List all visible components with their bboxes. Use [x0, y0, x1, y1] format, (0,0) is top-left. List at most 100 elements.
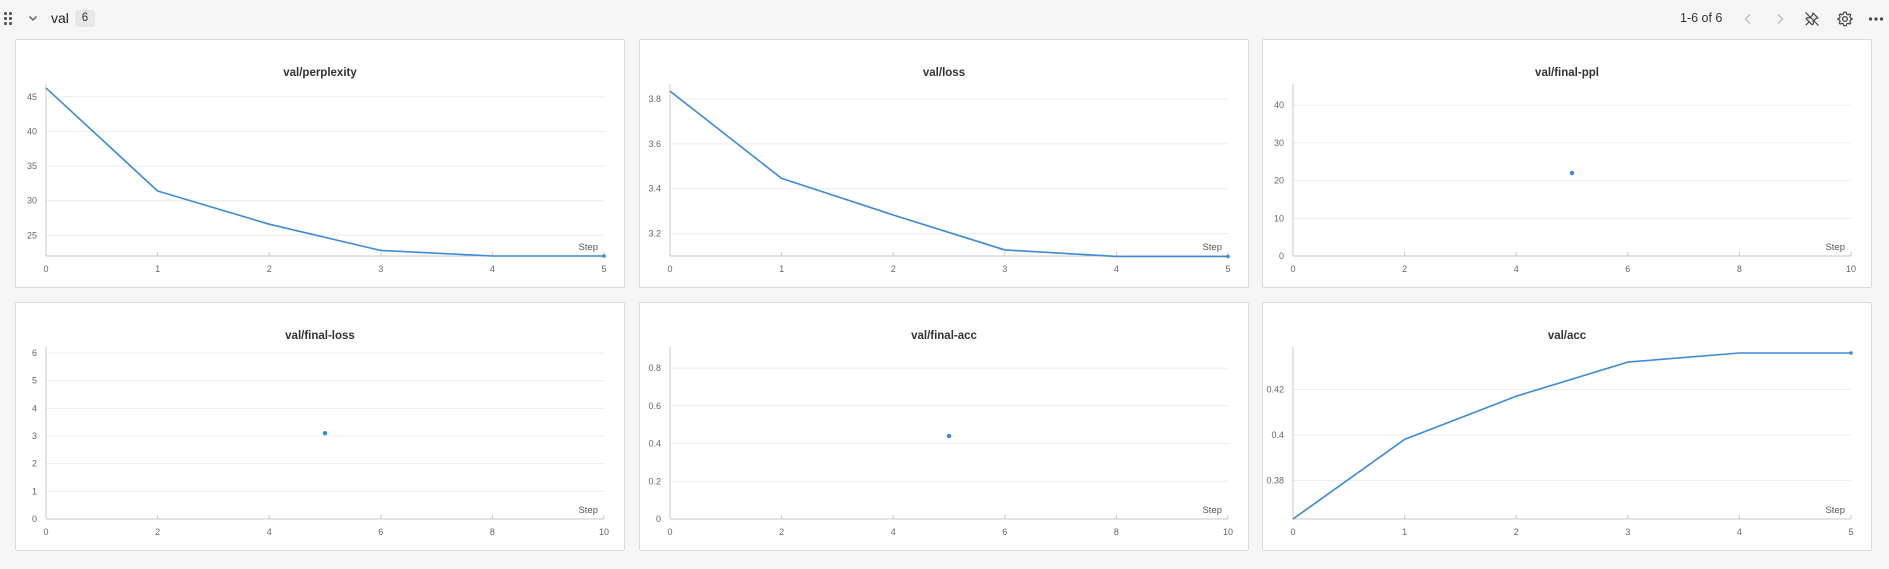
data-point [322, 431, 328, 436]
y-tick-label: 20 [1274, 176, 1284, 186]
y-tick-label: 10 [1274, 213, 1284, 223]
chart-panel[interactable]: val/final-loss 0 1 2 3 4 5 6 0 2 4 6 8 10 Step [15, 302, 625, 551]
y-tick-label: 0.42 [1266, 384, 1284, 394]
chart-title: val/loss [922, 67, 966, 79]
more-horizontal-icon[interactable] [1866, 9, 1886, 29]
y-tick-label: 0.4 [1271, 430, 1284, 440]
x-tick-label: 8 [1114, 527, 1119, 537]
y-tick-label: 45 [27, 92, 37, 102]
chart-panel[interactable]: val/acc 0.38 0.4 0.42 0 1 2 3 4 5 Step [1262, 302, 1872, 551]
y-tick-label: 0.8 [648, 363, 661, 373]
chevron-left-icon[interactable] [1738, 9, 1758, 29]
y-tick-label: 30 [1274, 138, 1284, 148]
y-tick-label: 5 [32, 376, 37, 386]
y-tick-label: 30 [27, 196, 37, 206]
x-tick-label: 6 [1625, 264, 1630, 274]
x-tick-label: 2 [267, 264, 272, 274]
series-line [1292, 352, 1851, 520]
x-axis-label: Step [1202, 505, 1222, 516]
chart-title: val/final-loss [285, 330, 355, 342]
x-tick-label: 3 [1002, 264, 1007, 274]
x-tick-label: 4 [1514, 264, 1519, 274]
y-tick-label: 4 [32, 403, 37, 413]
x-tick-label: 4 [490, 264, 495, 274]
x-tick-label: 5 [1848, 527, 1853, 537]
x-tick-label: 0 [1290, 264, 1295, 274]
y-tick-label: 0 [1279, 251, 1284, 261]
chevron-down-icon[interactable] [25, 10, 41, 26]
y-tick-label: 35 [27, 161, 37, 171]
y-tick-label: 3.2 [648, 229, 661, 239]
y-tick-label: 40 [27, 127, 37, 137]
x-tick-label: 0 [1290, 527, 1295, 537]
x-tick-label: 1 [779, 264, 784, 274]
x-tick-label: 0 [667, 264, 672, 274]
gear-icon[interactable] [1835, 9, 1855, 29]
chart-title: val/final-acc [911, 330, 977, 342]
section-count-badge: 6 [75, 10, 95, 27]
chart-title: val/acc [1547, 330, 1587, 342]
scatter-chart: 0 1 2 3 4 5 6 0 2 4 6 8 10 Step [32, 347, 609, 537]
x-tick-label: 0 [43, 527, 48, 537]
y-tick-label: 3 [32, 431, 37, 441]
y-tick-label: 2 [32, 459, 37, 469]
x-tick-label: 10 [1223, 527, 1233, 537]
x-tick-label: 1 [155, 264, 160, 274]
series-end-point [1226, 254, 1230, 259]
data-point [1569, 170, 1575, 176]
data-point [946, 433, 952, 439]
x-tick-label: 2 [155, 527, 160, 537]
x-tick-label: 2 [779, 527, 784, 537]
x-tick-label: 1 [1402, 527, 1407, 537]
chart-title: val/perplexity [283, 67, 357, 79]
series-end-point [1849, 351, 1853, 355]
x-tick-label: 3 [1625, 527, 1630, 537]
x-tick-label: 3 [378, 264, 383, 274]
x-axis-label: Step [1825, 505, 1845, 516]
y-tick-label: 3.4 [648, 184, 661, 194]
x-tick-label: 8 [1737, 264, 1742, 274]
section-header: val 6 1-6 of 6 [0, 0, 1889, 38]
x-tick-label: 2 [1402, 264, 1407, 274]
x-axis-label: Step [1825, 242, 1845, 253]
chart-panel[interactable]: val/final-acc 0 0.2 0.4 0.6 0.8 0 2 4 6 8 10 Step [639, 302, 1249, 551]
y-tick-label: 0 [656, 514, 661, 524]
drag-handle-icon[interactable] [4, 12, 14, 26]
line-chart: 3.2 3.4 3.6 3.8 0 1 2 3 4 5 Step [648, 84, 1231, 274]
x-tick-label: 8 [490, 527, 495, 537]
x-tick-label: 5 [1225, 264, 1230, 274]
scatter-chart: 0 10 20 30 40 0 2 4 6 8 10 Step [1274, 84, 1856, 274]
x-tick-label: 2 [1514, 527, 1519, 537]
x-axis-label: Step [578, 505, 598, 516]
y-tick-label: 1 [32, 486, 37, 496]
x-tick-label: 4 [891, 527, 896, 537]
x-axis-label: Step [578, 242, 598, 253]
section-title: val [51, 10, 69, 26]
y-tick-label: 6 [32, 348, 37, 358]
x-tick-label: 6 [1002, 527, 1007, 537]
line-chart: 0.38 0.4 0.42 0 1 2 3 4 5 Step [1266, 347, 1854, 537]
series-line [669, 90, 1228, 258]
x-tick-label: 10 [599, 527, 609, 537]
x-tick-label: 4 [267, 527, 272, 537]
x-tick-label: 4 [1114, 264, 1119, 274]
x-tick-label: 0 [43, 264, 48, 274]
y-tick-label: 0.38 [1266, 475, 1284, 485]
x-tick-label: 6 [378, 527, 383, 537]
x-tick-label: 10 [1846, 264, 1856, 274]
x-axis-label: Step [1202, 242, 1222, 253]
x-tick-label: 5 [601, 264, 606, 274]
pagination-label: 1-6 of 6 [1680, 11, 1723, 25]
chart-title: val/final-ppl [1535, 67, 1599, 79]
chart-panel[interactable]: val/perplexity 25 30 35 40 45 0 1 2 3 4 5 Step [15, 39, 625, 288]
series-line [45, 87, 604, 257]
chevron-right-icon[interactable] [1770, 9, 1790, 29]
y-tick-label: 0.2 [648, 476, 661, 486]
x-tick-label: 2 [891, 264, 896, 274]
pin-off-icon[interactable] [1802, 9, 1822, 29]
y-tick-label: 3.6 [648, 139, 661, 149]
y-tick-label: 0.4 [648, 439, 661, 449]
chart-panel[interactable]: val/loss 3.2 3.4 3.6 3.8 0 1 2 3 4 5 Step [639, 39, 1249, 288]
chart-panel[interactable]: val/final-ppl 0 10 20 30 40 0 2 4 6 8 10 Step [1262, 39, 1872, 288]
